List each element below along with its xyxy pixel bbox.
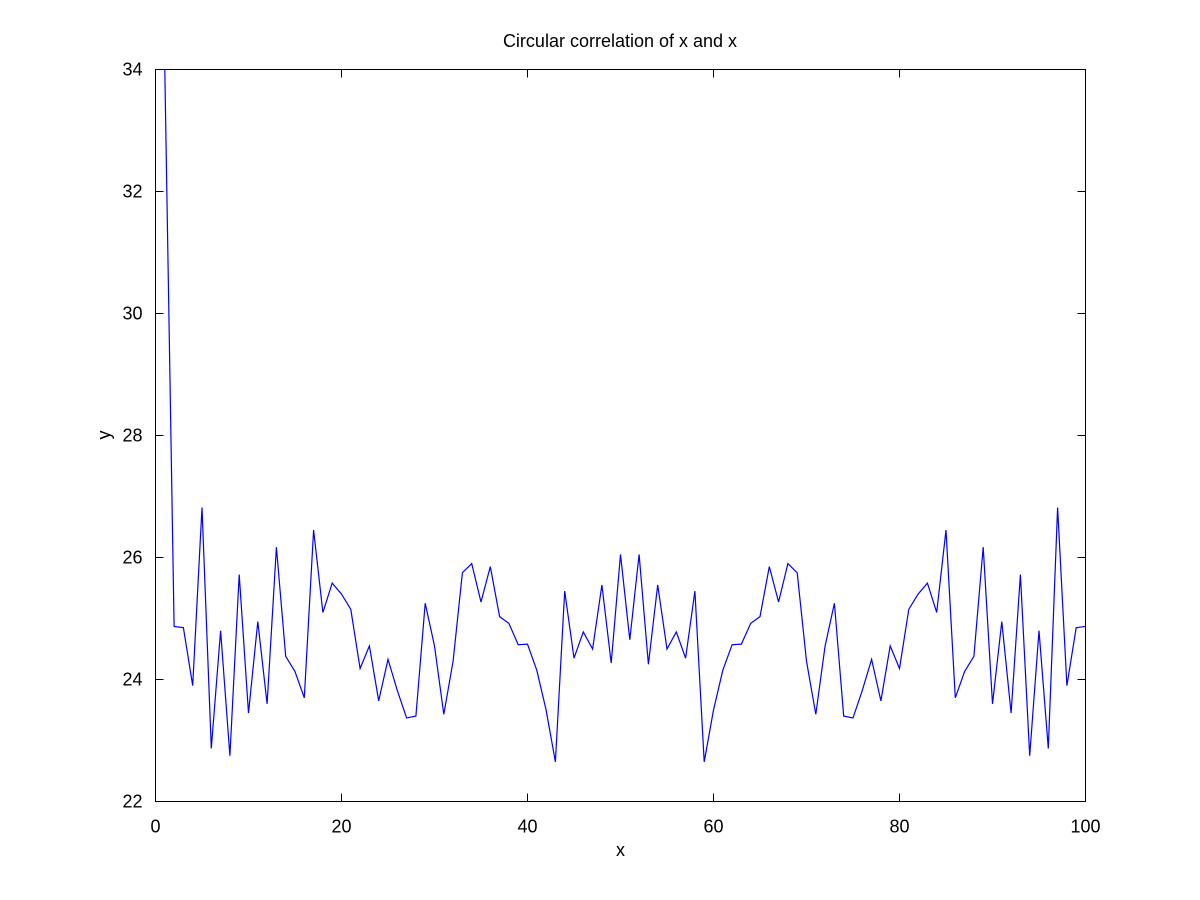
x-tick-label-0: 0 — [150, 817, 160, 837]
x-tick-label-1: 20 — [331, 817, 351, 837]
y-tick-label-2: 26 — [122, 548, 142, 568]
y-tick-label-1: 24 — [122, 670, 142, 690]
y-tick-label-6: 34 — [122, 60, 142, 80]
axis-ticks: 0 20 40 60 80 100 22 24 26 28 30 32 34 — [122, 60, 1100, 837]
y-tick-label-5: 32 — [122, 182, 142, 202]
y-tick-label-4: 30 — [122, 304, 142, 324]
y-tick-label-0: 22 — [122, 792, 142, 812]
series-line-0 — [164, 69, 1086, 762]
x-tick-label-3: 60 — [703, 817, 723, 837]
y-axis-label: y — [94, 431, 114, 440]
x-tick-label-5: 100 — [1070, 817, 1100, 837]
x-tick-label-4: 80 — [889, 817, 909, 837]
plot-frame — [155, 69, 1086, 802]
x-tick-label-2: 40 — [517, 817, 537, 837]
y-tick-label-3: 28 — [122, 426, 142, 446]
chart-title: Circular correlation of x and x — [503, 31, 737, 51]
x-axis-label: x — [616, 840, 625, 860]
series-group — [164, 69, 1086, 762]
